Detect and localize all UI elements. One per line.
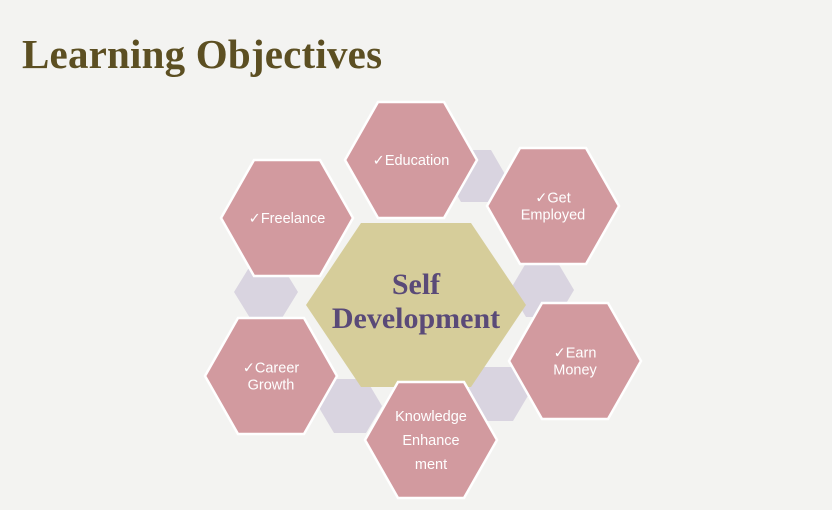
center-hexagon-label: Self Development [332,268,500,335]
label-earn-money-line: Money [553,362,597,378]
hexagon-education [343,100,479,220]
center-hexagon-shape [306,223,526,387]
label-education: ✓Education [373,153,450,169]
label-earn-money-line: ✓Earn [554,345,597,361]
label-knowledge-line: ment [415,457,447,473]
label-career-line: Growth [248,377,295,393]
label-knowledge: Knowledge Enhance ment [395,409,467,473]
label-knowledge-line: Knowledge [395,409,467,425]
objective-hexagons: ✓Education ✓Get Employed ✓Earn Money Knowledg… [203,100,643,500]
center-hexagon-label-line: Development [332,302,500,335]
label-education-line: ✓Education [373,153,450,169]
label-get-employed-line: ✓Get [535,190,571,206]
slide-title: Learning Objectives [22,31,383,77]
label-knowledge-line: Enhance [402,433,459,449]
connector-hexagon-5 [465,367,529,421]
label-career: ✓Career Growth [243,360,300,393]
center-hexagon-label-line: Self [392,268,441,301]
hexagon-earn-money [507,301,643,421]
label-freelance-line: ✓Freelance [249,211,326,227]
hexagon-career [203,316,339,436]
label-get-employed-line: Employed [521,207,585,223]
hexagon-freelance [219,158,355,278]
connector-hexagon-3 [234,266,298,318]
label-earn-money: ✓Earn Money [553,345,597,378]
hexagon-get-employed [485,146,621,266]
label-career-line: ✓Career [243,360,300,376]
center-hexagon: Self Development [306,223,526,387]
hexagon-knowledge [363,380,499,500]
label-get-employed: ✓Get Employed [521,190,585,223]
connector-hexagon-4 [318,379,382,433]
label-freelance: ✓Freelance [249,211,326,227]
